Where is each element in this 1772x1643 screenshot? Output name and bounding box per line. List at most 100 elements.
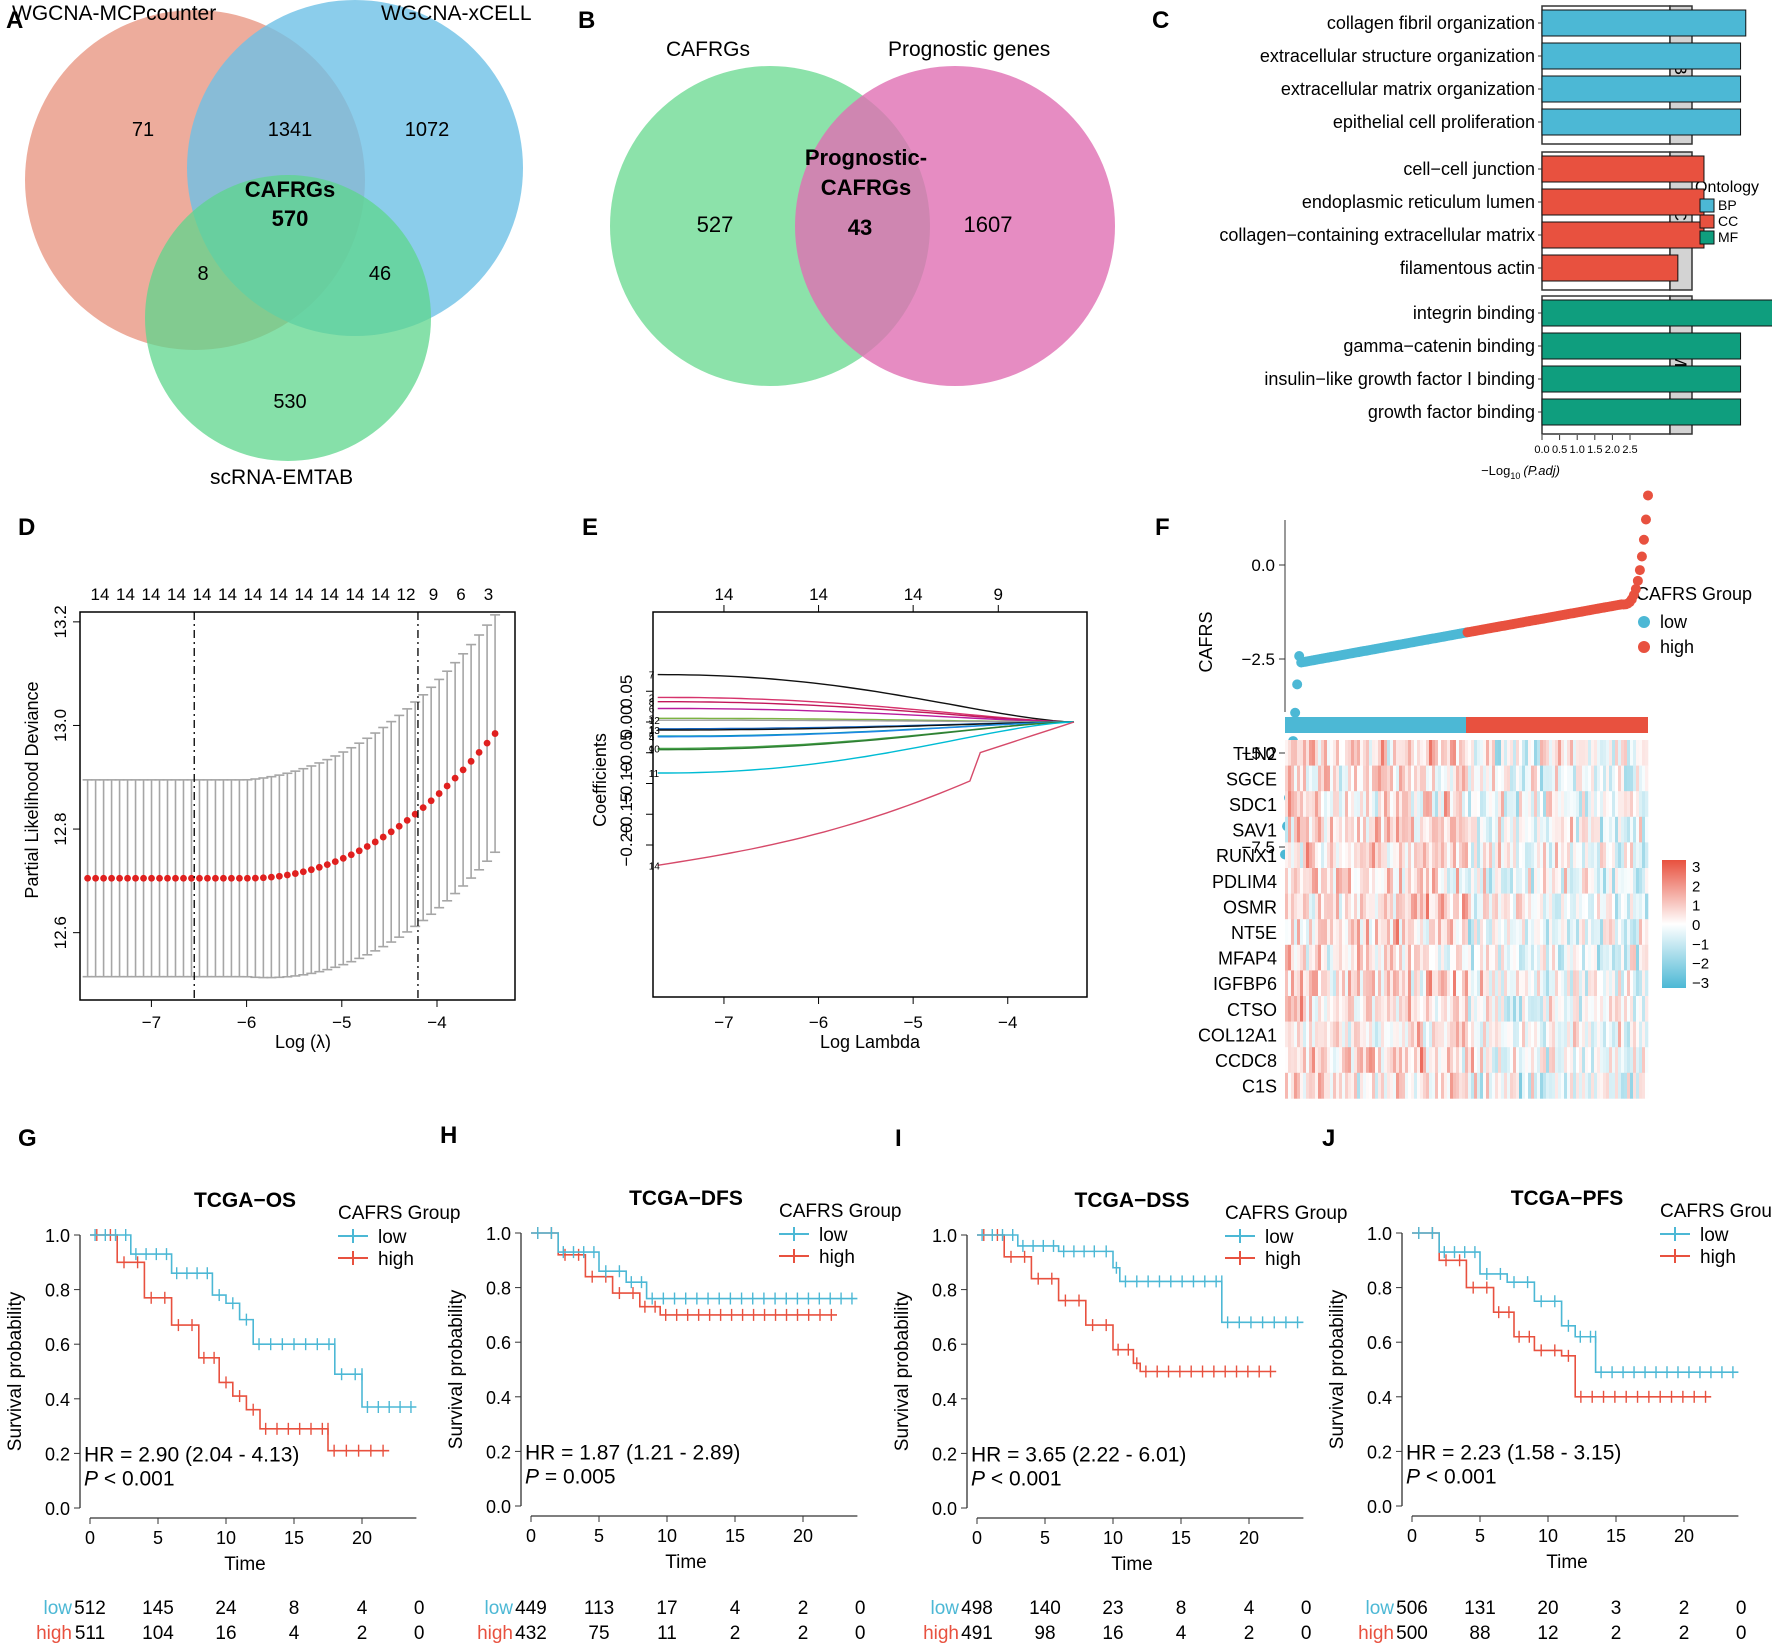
heatmap-cell [1342,868,1346,894]
heatmap-cell [1393,842,1397,869]
heatmap-cell [1528,868,1532,894]
heatmap-cell [1345,996,1349,1022]
coef-path [657,673,1075,723]
heatmap-cell [1291,919,1295,946]
heatmap-cell [1576,868,1580,894]
heatmap-cell [1612,970,1616,997]
heatmap-cell [1474,765,1478,792]
heatmap-cell [1618,1072,1622,1099]
heatmap-cell [1546,816,1550,843]
km-ytick-label: 0.2 [45,1444,70,1464]
heatmap-cell [1468,842,1472,869]
heatmap-cell [1408,791,1412,818]
heatmap-cell [1534,765,1538,792]
heatmap-cell [1429,1047,1433,1074]
heatmap-cell [1549,944,1553,971]
heatmap-cell [1366,765,1370,792]
heatmap-cell [1537,816,1541,843]
heatmap-cell [1492,842,1496,869]
heatmap-cell [1615,791,1619,818]
cv-nonzero-count: 9 [429,585,438,604]
heatmap-cell [1315,842,1319,869]
cv-nonzero-count: 3 [484,585,493,604]
heatmap-cell [1411,765,1415,792]
go-term-label: collagen−containing extracellular matrix [1219,225,1535,245]
heatmap-cell [1495,893,1499,920]
heatmap-cell [1606,996,1610,1022]
heatmap-cell [1492,1072,1496,1099]
heatmap-cell [1354,765,1358,792]
km-risk-count: 2 [1611,1623,1622,1643]
heatmap-cell [1285,765,1289,792]
go-term-label: integrin binding [1413,303,1535,323]
heatmap-cell [1321,740,1325,766]
heatmap-cell [1444,816,1448,843]
heatmap-cell [1447,893,1451,920]
heatmap-cell [1327,970,1331,997]
heatmap-cell [1531,1072,1535,1099]
heatmap-cell [1303,842,1307,869]
heatmap-cell [1543,970,1547,997]
heatmap-cell [1474,1047,1478,1074]
km-ytick-label: 0.4 [932,1390,957,1410]
heatmap-cell [1393,893,1397,920]
venn-a-region-530: 530 [273,391,306,413]
heatmap-cell [1522,893,1526,920]
heatmap-cell [1585,868,1589,894]
heatmap-cell [1438,842,1442,869]
heatmap-cell [1300,1047,1304,1074]
heatmap-cell [1597,791,1601,818]
heatmap-cell [1507,1047,1511,1074]
heatmap-cell [1462,1047,1466,1074]
heatmap-cell [1339,970,1343,997]
heatmap-cell [1408,868,1412,894]
km-risk-count: 500 [1396,1623,1428,1643]
heatmap-cell [1498,1047,1502,1074]
go-xtick-label: 1.0 [1570,444,1585,456]
lasso-path-xlabel: Log Lambda [820,1032,921,1052]
heatmap-cell [1537,1072,1541,1099]
heatmap-cell [1642,816,1646,843]
heatmap-cell [1423,842,1427,869]
heatmap-cell [1288,842,1292,869]
heatmap-cell [1306,765,1310,792]
heatmap-cell [1420,842,1424,869]
heatmap-cell [1540,970,1544,997]
heatmap-cell [1591,842,1595,869]
heatmap-cell [1636,893,1640,920]
heatmap-cell [1588,893,1592,920]
heatmap-cell [1471,868,1475,894]
heatmap-cell [1396,996,1400,1022]
heatmap-cell [1462,816,1466,843]
heatmap-cell [1441,970,1445,997]
km-ytick-label: 0.2 [486,1442,511,1462]
km-risk-label-low: low [484,1598,513,1619]
km-xlabel: Time [224,1554,266,1575]
heatmap-cell [1381,893,1385,920]
heatmap-cell [1543,1021,1547,1048]
coef-ytick-label: −0.10 [617,762,636,805]
heatmap-cell [1297,816,1301,843]
heatmap-cell [1531,970,1535,997]
heatmap-cell [1432,868,1436,894]
heatmap-cell [1621,1021,1625,1048]
heatmap-cell [1576,919,1580,946]
km-hr: HR = 3.65 (2.22 - 6.01) [971,1443,1186,1466]
heatmap-cell [1606,765,1610,792]
heatmap-cell [1387,791,1391,818]
heatmap-cell [1459,842,1463,869]
heatmap-cell [1474,893,1478,920]
heatmap-cell [1441,842,1445,869]
heatmap-cell [1477,1021,1481,1048]
heatmap-cell [1336,765,1340,792]
heatmap-cell [1411,996,1415,1022]
heatmap-cell [1309,816,1313,843]
heatmap-cell [1639,1021,1643,1048]
heatmap-cell [1489,1072,1493,1099]
heatmap-cell [1516,816,1520,843]
heatmap-cell [1405,765,1409,792]
heatmap-cell [1606,791,1610,818]
km-risk-count: 3 [1611,1598,1622,1619]
heatmap-cell [1372,944,1376,971]
